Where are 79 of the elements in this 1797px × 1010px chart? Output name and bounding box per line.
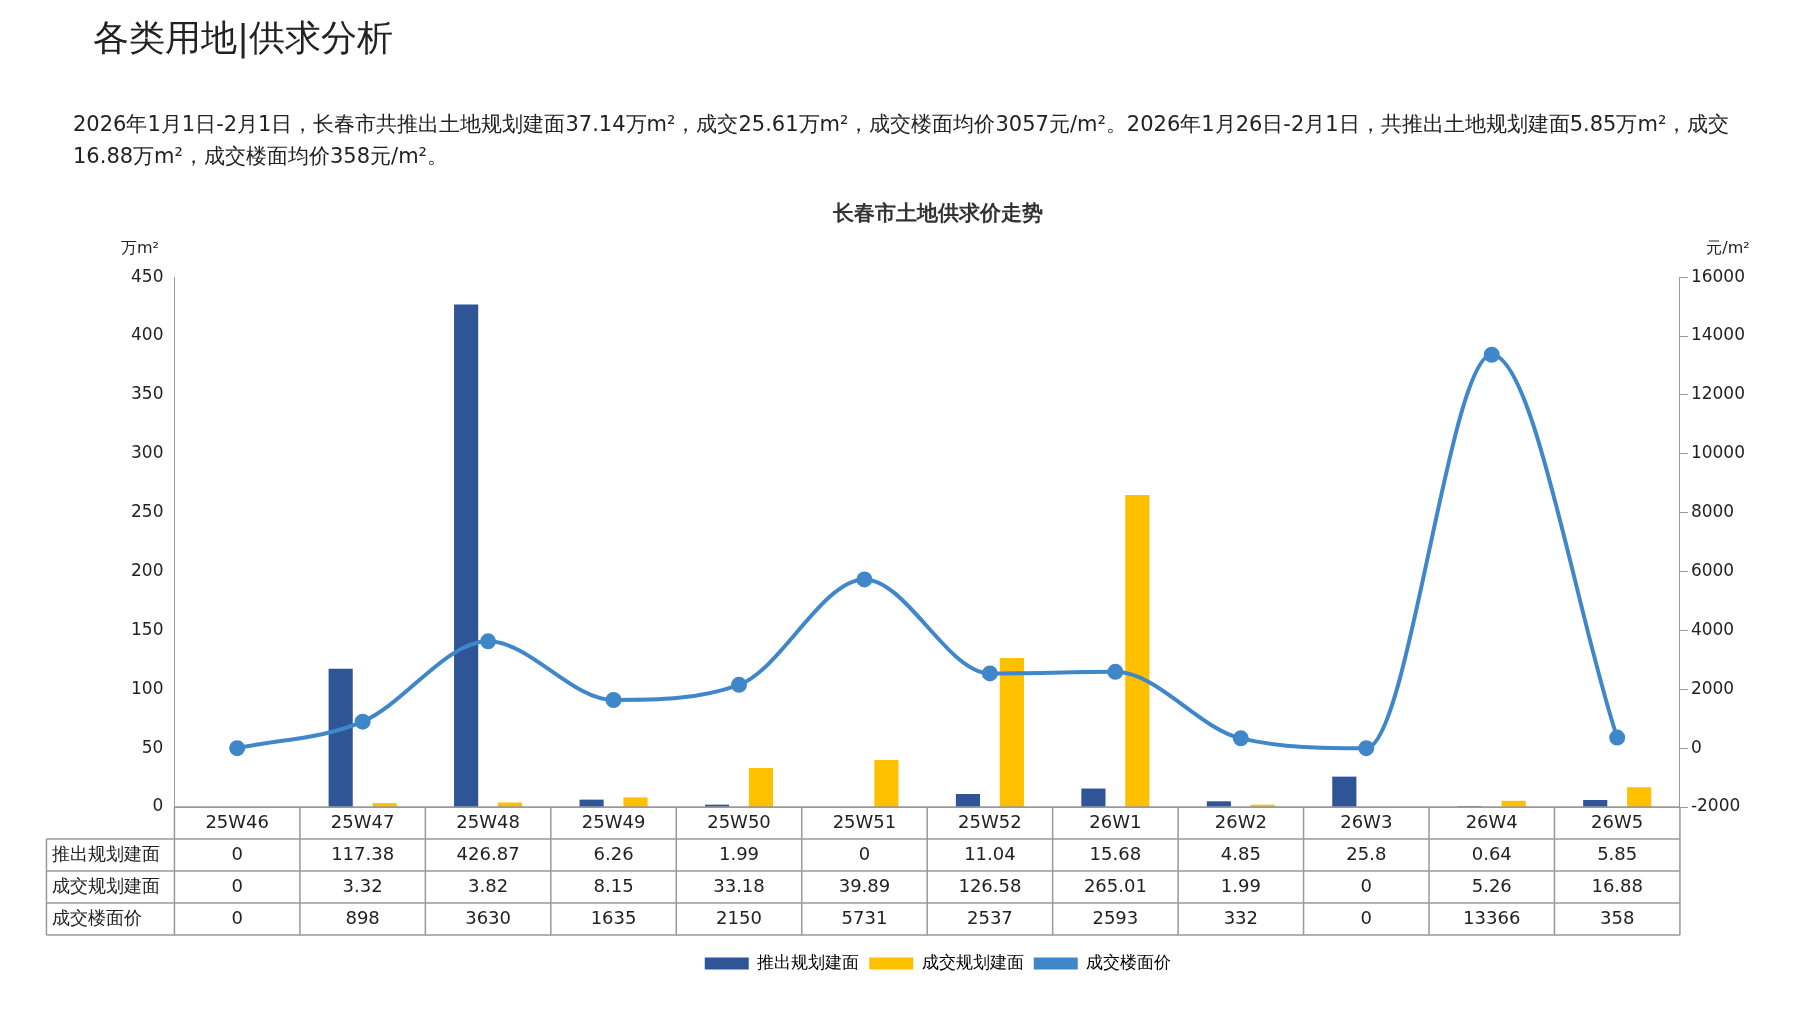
data-label: 15.68: [1089, 842, 1142, 864]
data-label: 5.26: [1471, 874, 1512, 896]
text: 推出规划建面: [52, 842, 161, 864]
y-axis-title: 万m²: [121, 238, 159, 258]
x-tick-label: 25W52: [958, 810, 1022, 832]
data-label: 8.15: [593, 874, 634, 896]
y-tick-label: 150: [130, 618, 164, 639]
y2-tick-label: 12000: [1690, 383, 1746, 404]
data-label: 0: [231, 842, 243, 864]
data-label: 6.26: [593, 842, 634, 864]
x-tick-label: 25W47: [330, 810, 395, 832]
data-label: 1635: [590, 906, 637, 928]
data-label: 5731: [841, 906, 888, 928]
data-label: 1.99: [1220, 874, 1261, 896]
x-tick-label: 26W5: [1591, 810, 1644, 832]
data-label: 33.18: [713, 874, 765, 896]
data-label: 3.32: [342, 874, 383, 896]
y2-tick-label: 10000: [1690, 442, 1746, 463]
y2-axis-title: 元/m²: [1706, 238, 1750, 258]
x-tick-label: 26W4: [1465, 810, 1518, 832]
y2-tick-label: 2000: [1690, 677, 1735, 698]
data-label: 13366: [1463, 906, 1521, 928]
y2-tick-label: 0: [1690, 736, 1702, 757]
data-label: 3.82: [468, 874, 509, 896]
y2-tick-label: -2000: [1690, 795, 1741, 816]
y-tick-label: 200: [130, 559, 164, 580]
legend-label: 推出规划建面: [757, 951, 860, 972]
y-tick-label: 100: [130, 677, 164, 698]
data-label: 0.64: [1471, 842, 1512, 864]
data-label: 11.04: [964, 842, 1016, 864]
data-label: 332: [1223, 906, 1258, 928]
y-tick-label: 350: [130, 383, 164, 404]
legend-label: 成交楼面价: [1086, 951, 1172, 972]
data-label: 117.38: [331, 842, 395, 864]
y2-tick-label: 14000: [1690, 324, 1746, 345]
y-tick-label: 300: [130, 442, 164, 463]
x-tick-label: 25W48: [456, 810, 520, 832]
data-label: 2150: [716, 906, 762, 928]
data-label: 0: [1360, 874, 1373, 896]
data-label: 358: [1600, 906, 1635, 928]
data-label: 265.01: [1083, 874, 1147, 896]
y2-tick-label: 4000: [1690, 618, 1735, 639]
y-tick-label: 400: [130, 324, 164, 345]
chart-subtitle: 2026年1月1日-2月1日，长春市共推出土地规划建面37.14万m²，成交25.61万m²，成交楼面均价3057元/m²。2026年1月26日-2月1日，共推出土地规划建面5.85万m²，成交16.88万m²，成交楼面均价358元/m²。: [73, 111, 1731, 170]
y-tick-label: 50: [141, 736, 164, 757]
data-label: 0: [858, 842, 871, 864]
data-label: 0: [231, 906, 243, 928]
data-label: 3630: [465, 906, 511, 928]
data-label: 126.58: [958, 874, 1022, 896]
x-tick-label: 25W51: [832, 810, 897, 832]
x-tick-label: 26W3: [1340, 810, 1393, 832]
y-tick-label: 0: [152, 795, 164, 816]
data-label: 2537: [967, 906, 1013, 928]
y2-tick-label: 8000: [1690, 501, 1735, 522]
data-label: 1.99: [718, 842, 760, 864]
data-label: 898: [345, 906, 380, 928]
x-tick-label: 25W46: [205, 810, 269, 832]
chart-title: 长春市土地供求价走势: [832, 201, 1043, 226]
data-label: 4.85: [1220, 842, 1261, 864]
y-tick-label: 250: [130, 501, 164, 522]
x-tick-label: 26W2: [1214, 810, 1267, 832]
data-label: 426.87: [456, 842, 520, 864]
data-label: 0: [231, 874, 243, 896]
text: 成交规划建面: [52, 874, 161, 896]
y-tick-label: 450: [130, 265, 164, 286]
text: 成交楼面价: [52, 906, 143, 928]
data-label: 0: [1360, 906, 1373, 928]
data-label: 2593: [1092, 906, 1139, 928]
x-tick-label: 26W1: [1089, 810, 1142, 832]
x-tick-label: 25W49: [581, 810, 646, 832]
x-tick-label: 25W50: [707, 810, 771, 832]
data-label: 5.85: [1597, 842, 1638, 864]
legend-label: 成交规划建面: [921, 951, 1024, 972]
data-label: 39.89: [838, 874, 891, 896]
data-label: 25.8: [1346, 842, 1387, 864]
y2-tick-label: 6000: [1690, 559, 1735, 580]
data-label: 16.88: [1591, 874, 1643, 896]
text: 各类用地|供求分析: [93, 15, 394, 61]
y2-tick-label: 16000: [1690, 265, 1746, 286]
